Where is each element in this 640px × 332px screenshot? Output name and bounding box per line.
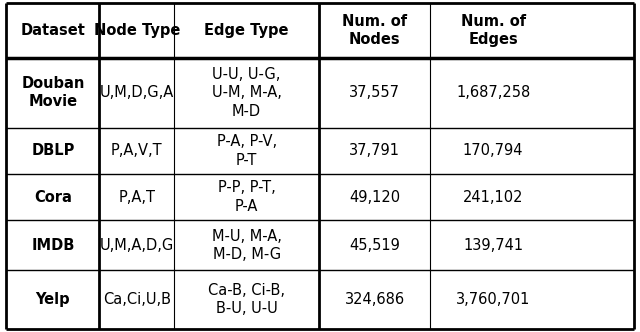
Text: M-U, M-A,
M-D, M-G: M-U, M-A, M-D, M-G — [212, 228, 282, 262]
Text: U,M,A,D,G: U,M,A,D,G — [100, 238, 174, 253]
Text: Node Type: Node Type — [93, 23, 180, 38]
Text: Num. of
Nodes: Num. of Nodes — [342, 14, 407, 47]
Text: Douban
Movie: Douban Movie — [21, 76, 84, 110]
Text: P-A, P-V,
P-T: P-A, P-V, P-T — [216, 134, 276, 168]
Text: U,M,D,G,A: U,M,D,G,A — [100, 85, 174, 100]
Text: P,A,T: P,A,T — [118, 190, 156, 205]
Text: Edge Type: Edge Type — [204, 23, 289, 38]
Text: Num. of
Edges: Num. of Edges — [461, 14, 525, 47]
Text: P,A,V,T: P,A,V,T — [111, 143, 163, 158]
Text: 241,102: 241,102 — [463, 190, 524, 205]
Text: P-P, P-T,
P-A: P-P, P-T, P-A — [218, 180, 275, 214]
Text: IMDB: IMDB — [31, 238, 74, 253]
Text: 49,120: 49,120 — [349, 190, 400, 205]
Text: 170,794: 170,794 — [463, 143, 524, 158]
Text: 139,741: 139,741 — [463, 238, 523, 253]
Text: 1,687,258: 1,687,258 — [456, 85, 530, 100]
Text: 324,686: 324,686 — [344, 292, 404, 307]
Text: Dataset: Dataset — [20, 23, 85, 38]
Text: Ca-B, Ci-B,
B-U, U-U: Ca-B, Ci-B, B-U, U-U — [208, 283, 285, 316]
Text: Cora: Cora — [34, 190, 72, 205]
Text: Yelp: Yelp — [35, 292, 70, 307]
Text: DBLP: DBLP — [31, 143, 74, 158]
Text: 37,557: 37,557 — [349, 85, 400, 100]
Text: 3,760,701: 3,760,701 — [456, 292, 531, 307]
Text: 37,791: 37,791 — [349, 143, 400, 158]
Text: U-U, U-G,
U-M, M-A,
M-D: U-U, U-G, U-M, M-A, M-D — [212, 67, 282, 119]
Text: 45,519: 45,519 — [349, 238, 400, 253]
Text: Ca,Ci,U,B: Ca,Ci,U,B — [103, 292, 171, 307]
